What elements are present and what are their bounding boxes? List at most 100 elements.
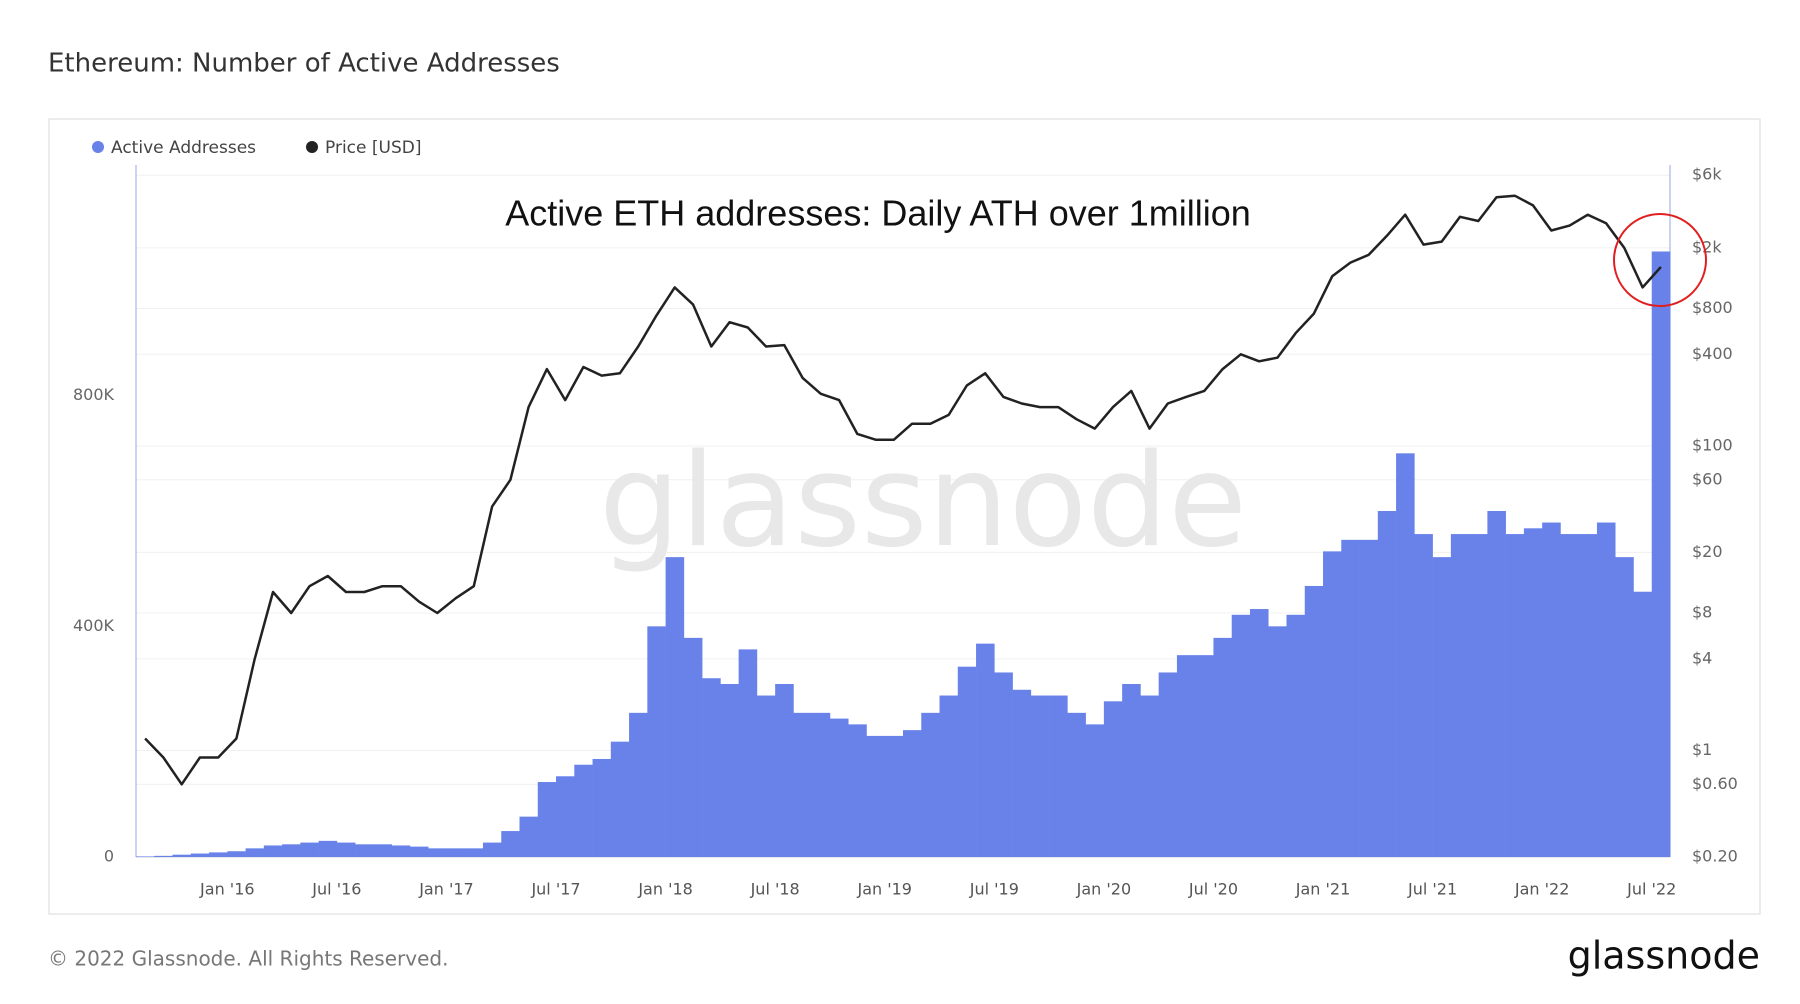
- bar: [136, 856, 155, 857]
- bar: [1542, 522, 1561, 857]
- bar: [1103, 701, 1123, 857]
- bar: [300, 842, 319, 857]
- y2-tick-label: $400: [1692, 344, 1733, 363]
- y-tick-label: 400K: [73, 616, 115, 635]
- plot: $0.20 $0.60 $1 $4 $8 $20 $60 $100 $400 $800 $2k $6k…: [73, 138, 1738, 899]
- x-tick-label: Jan '20: [1076, 880, 1132, 899]
- bar: [1268, 626, 1287, 857]
- bar: [1578, 534, 1598, 857]
- y2-tick-label: $20: [1692, 542, 1723, 561]
- bar: [720, 684, 739, 857]
- bar: [391, 845, 411, 857]
- y2-tick-label: $2k: [1692, 237, 1722, 256]
- bar: [318, 840, 338, 857]
- bar: [1469, 534, 1488, 857]
- x-tick-label: Jan '17: [418, 880, 474, 899]
- y2-tick-label: $0.20: [1692, 847, 1738, 866]
- bar: [756, 695, 776, 857]
- bar: [190, 853, 210, 857]
- bar: [1432, 557, 1452, 857]
- annotation: Active ETH addresses: Daily ATH over 1mi…: [505, 193, 1251, 234]
- x-tick-label: Jan '18: [637, 880, 693, 899]
- y2-tick-label: $100: [1692, 435, 1733, 454]
- bar: [811, 712, 831, 857]
- bar: [592, 758, 612, 857]
- footer: © 2022 Glassnode. All Rights Reserved.: [48, 947, 448, 971]
- bar: [1596, 522, 1616, 857]
- y2-tick-label: $0.60: [1692, 774, 1738, 793]
- x-tick-label: Jul '17: [530, 880, 580, 899]
- bar: [610, 741, 630, 857]
- bar: [1249, 609, 1269, 857]
- price-line: [144, 194, 1662, 786]
- bar: [994, 672, 1013, 857]
- bar: [957, 666, 977, 857]
- bar: [464, 848, 484, 857]
- y2-tick-label: $6k: [1692, 165, 1722, 184]
- bar: [355, 844, 374, 857]
- y2-tick-label: $1: [1692, 740, 1712, 759]
- legend-marker: [92, 141, 104, 153]
- bar: [1615, 557, 1634, 857]
- bar: [1067, 712, 1086, 857]
- bar: [1633, 591, 1653, 857]
- legend-marker: [306, 141, 319, 153]
- bar: [1450, 534, 1470, 857]
- bar: [829, 718, 849, 857]
- y2-tick-label: $4: [1692, 648, 1712, 667]
- bar: [428, 848, 447, 857]
- bar: [793, 712, 812, 857]
- x-tick-label: Jul '19: [969, 880, 1019, 899]
- bar: [282, 844, 301, 857]
- bar: [1158, 672, 1178, 857]
- x-tick-label: Jul '22: [1626, 880, 1676, 899]
- bar: [209, 852, 228, 857]
- bar: [629, 712, 648, 857]
- bar: [903, 730, 922, 857]
- bar: [976, 643, 995, 857]
- bar: [665, 557, 685, 857]
- x-tick-label: Jan '19: [856, 880, 912, 899]
- bar: [245, 848, 265, 857]
- bar: [1231, 614, 1251, 857]
- bar: [1195, 655, 1214, 857]
- bar: [1323, 551, 1342, 857]
- bar: [848, 724, 867, 857]
- x-tick-label: Jul '21: [1407, 880, 1457, 899]
- legend-label: Active Addresses: [111, 138, 256, 158]
- bar: [1030, 695, 1050, 857]
- bar: [1085, 724, 1105, 857]
- bar: [336, 842, 356, 857]
- x-tick-label: Jan '21: [1295, 880, 1351, 899]
- bar: [1414, 534, 1433, 857]
- bar: [154, 855, 173, 857]
- bar: [1341, 539, 1360, 857]
- bar: [738, 649, 758, 857]
- y-tick-label: 0: [104, 847, 114, 866]
- bar: [702, 678, 721, 857]
- bar: [866, 735, 886, 857]
- bar: [172, 854, 192, 857]
- x-tick-label: Jan '22: [1514, 880, 1570, 899]
- x-tick-label: Jul '18: [750, 880, 800, 899]
- bar: [501, 831, 520, 857]
- bar: [519, 816, 539, 857]
- y-tick-label: 800K: [73, 385, 115, 404]
- chart-title: Ethereum: Number of Active Addresses: [48, 49, 560, 79]
- legend-label: Price [USD]: [325, 138, 421, 158]
- bar: [1049, 695, 1068, 857]
- bar: [1012, 689, 1032, 857]
- bar: [1651, 251, 1671, 857]
- x-tick-label: Jul '16: [311, 880, 361, 899]
- bar: [227, 851, 246, 857]
- bar: [1560, 534, 1579, 857]
- bar: [939, 695, 959, 857]
- bar: [1505, 534, 1525, 857]
- bar: [647, 626, 666, 857]
- bar: [1122, 684, 1141, 857]
- bar: [446, 848, 466, 857]
- bar: [1396, 453, 1415, 857]
- bar: [683, 637, 703, 857]
- y2-tick-label: $60: [1692, 469, 1723, 488]
